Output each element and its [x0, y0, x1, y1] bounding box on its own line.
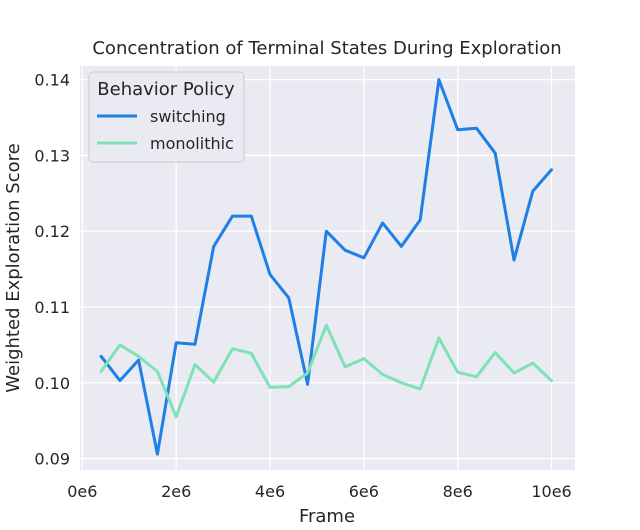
- y-axis-label: Weighted Exploration Score: [3, 143, 24, 392]
- y-tick-label: 0.12: [34, 222, 70, 241]
- legend-title: Behavior Policy: [97, 79, 235, 100]
- x-tick-label: 6e6: [349, 482, 379, 501]
- legend-label-monolithic: monolithic: [150, 134, 234, 153]
- series-lines: [99, 78, 553, 456]
- y-tick-label: 0.13: [34, 146, 70, 165]
- series-line-monolithic: [99, 323, 553, 419]
- x-tick-label: 4e6: [255, 482, 285, 501]
- y-tick-label: 0.11: [34, 298, 70, 317]
- y-tick-label: 0.10: [34, 374, 70, 393]
- x-tick-label: 2e6: [161, 482, 191, 501]
- chart-title: Concentration of Terminal States During …: [92, 38, 561, 59]
- legend-entries: switching monolithic: [97, 107, 234, 153]
- legend-frame: [88, 71, 245, 163]
- x-axis-ticks: 0e6 2e6 4e6 6e6 8e6 10e6: [67, 482, 571, 501]
- y-tick-label: 0.14: [34, 71, 70, 90]
- y-tick-label: 0.09: [34, 450, 70, 469]
- x-tick-label: 0e6: [67, 482, 97, 501]
- series-line-switching: [99, 78, 553, 456]
- legend: Behavior Policy switching monolithic: [88, 71, 245, 163]
- x-tick-label: 10e6: [531, 482, 571, 501]
- x-axis-label: Frame: [299, 506, 355, 527]
- y-axis-ticks: 0.09 0.10 0.11 0.12 0.13 0.14: [34, 71, 70, 469]
- legend-label-switching: switching: [150, 107, 226, 126]
- x-tick-label: 8e6: [443, 482, 473, 501]
